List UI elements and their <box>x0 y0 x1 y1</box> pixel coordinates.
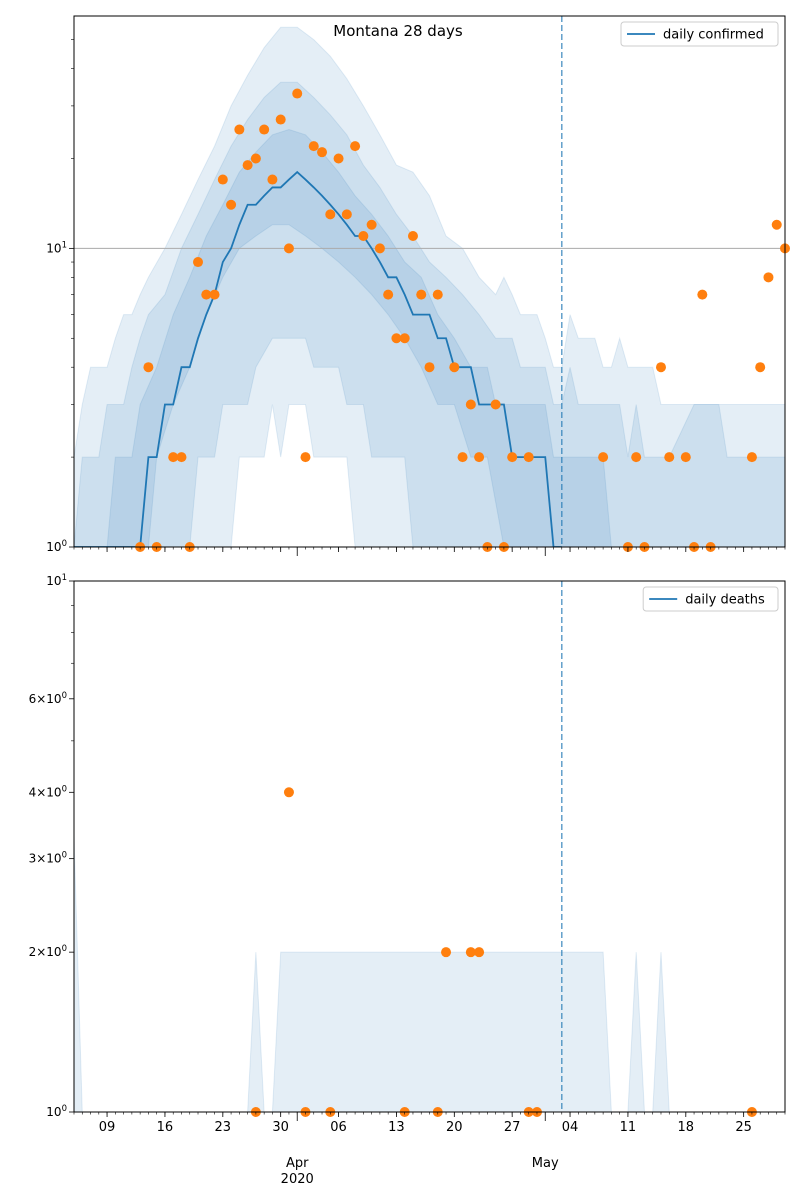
y-tick-label: 6×100 <box>29 691 67 706</box>
legend-box <box>642 586 779 612</box>
y-tick-label: 101 <box>46 240 67 255</box>
plot-frame <box>73 580 786 1113</box>
x-year-label: 2020 <box>281 1172 314 1187</box>
data-point <box>234 124 245 135</box>
y-tick-label: 4×100 <box>29 784 67 799</box>
y-tick-label: 2×100 <box>29 944 67 959</box>
data-point <box>755 362 766 373</box>
data-point <box>523 452 534 463</box>
data-point <box>474 452 485 463</box>
data-point <box>457 452 468 463</box>
data-point <box>465 399 476 410</box>
data-point <box>358 231 369 242</box>
data-point <box>250 153 261 164</box>
data-point <box>449 362 460 373</box>
data-point <box>399 333 410 344</box>
data-point <box>168 452 179 463</box>
x-tick-label: 25 <box>735 1120 752 1135</box>
data-point <box>631 452 642 463</box>
data-point <box>226 199 237 210</box>
data-point <box>598 452 609 463</box>
x-tick-label: 30 <box>272 1120 289 1135</box>
data-point <box>350 141 361 152</box>
data-point <box>407 231 418 242</box>
series-line-0 <box>74 170 562 547</box>
data-point <box>325 209 336 220</box>
x-tick-label: 18 <box>678 1120 695 1135</box>
data-point <box>746 452 757 463</box>
legend-label: daily deaths <box>685 593 765 608</box>
data-point <box>441 947 452 958</box>
data-point <box>655 362 666 373</box>
plot-area <box>74 836 785 1112</box>
data-point <box>193 257 204 268</box>
data-point <box>366 219 377 230</box>
x-tick-label: 04 <box>562 1120 579 1135</box>
x-tick-label: 09 <box>99 1120 116 1135</box>
data-point <box>267 174 278 185</box>
legend-box <box>620 21 779 47</box>
data-point <box>416 289 427 300</box>
data-point <box>465 947 476 958</box>
y-tick-label: 100 <box>46 1104 67 1119</box>
data-point <box>680 452 691 463</box>
confirmed-panel: 100 101 Montana 28 days daily confirmed <box>46 15 790 556</box>
data-point <box>490 399 501 410</box>
data-point <box>383 289 394 300</box>
x-tick-label: 11 <box>620 1120 637 1135</box>
data-point <box>283 243 294 254</box>
data-point <box>308 141 319 152</box>
data-point <box>292 88 303 99</box>
data-point <box>259 124 270 135</box>
data-point <box>209 289 220 300</box>
deaths-panel: 100 2×100 3×100 4×100 6×100 101 daily deaths <box>29 573 786 1121</box>
data-point <box>300 452 311 463</box>
data-point <box>697 289 708 300</box>
data-point <box>507 452 518 463</box>
data-point <box>201 289 212 300</box>
data-point <box>333 153 344 164</box>
data-point <box>341 209 352 220</box>
data-point <box>283 787 294 798</box>
data-point <box>763 272 774 283</box>
data-point <box>424 362 435 373</box>
y-tick-label: 101 <box>46 573 67 588</box>
legend-label: daily confirmed <box>663 28 764 43</box>
confidence-band-inner <box>74 129 785 547</box>
plot-frame <box>73 15 786 548</box>
x-tick-label: 23 <box>215 1120 232 1135</box>
data-point <box>771 219 782 230</box>
confidence-band-deaths band <box>74 836 785 1112</box>
x-tick-label: 20 <box>446 1120 463 1135</box>
data-point <box>275 114 286 125</box>
data-point <box>242 160 253 171</box>
x-tick-label: 13 <box>388 1120 405 1135</box>
data-point <box>391 333 402 344</box>
data-point <box>143 362 154 373</box>
data-point <box>317 147 328 158</box>
data-point <box>176 452 187 463</box>
data-point <box>374 243 385 254</box>
x-tick-label: 06 <box>330 1120 347 1135</box>
chart-title: Montana 28 days <box>333 22 463 40</box>
x-month-label: May <box>532 1156 559 1171</box>
data-point <box>664 452 675 463</box>
data-point <box>474 947 485 958</box>
x-tick-label: 27 <box>504 1120 521 1135</box>
data-point <box>432 289 443 300</box>
y-tick-label: 3×100 <box>29 851 67 866</box>
y-tick-label: 100 <box>46 539 67 554</box>
data-point <box>217 174 228 185</box>
x-month-label: Apr <box>286 1156 309 1171</box>
x-tick-label: 16 <box>157 1120 174 1135</box>
